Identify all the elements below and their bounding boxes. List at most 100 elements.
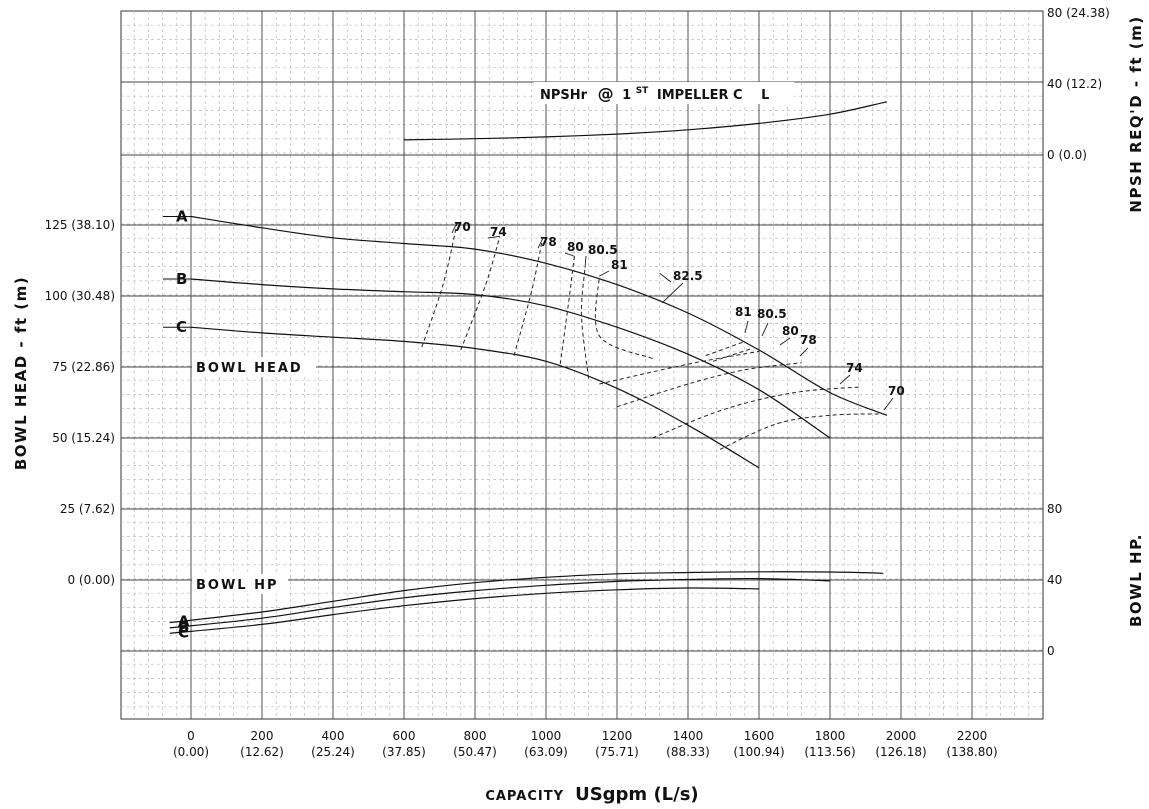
x-tick-label: 2000 — [886, 729, 917, 743]
hp-tick-label: 40 — [1047, 573, 1062, 587]
hp-tick-label: 0 — [1047, 644, 1055, 658]
efficiency-contour-left — [580, 267, 590, 379]
efficiency-contour-left — [559, 256, 575, 365]
npsh-title-cl: L — [761, 88, 769, 103]
npsh-title: NPSHr @ 1 ST IMPELLER C L — [540, 82, 769, 103]
efficiency-leader — [537, 238, 543, 249]
hp-curve-c — [169, 587, 760, 634]
efficiency-leader — [799, 347, 809, 357]
head-tick-label: 125 (38.10) — [45, 218, 115, 232]
hp-curve-b — [169, 577, 831, 629]
x-tick-sub-label: (113.56) — [804, 745, 855, 759]
efficiency-contour-left — [421, 222, 458, 348]
efficiency-label-right: 70 — [888, 384, 905, 398]
bowl-head-label-bg — [192, 357, 316, 377]
hp-curve-label-b: B — [178, 618, 189, 636]
efficiency-contour-right — [712, 348, 753, 362]
efficiency-leader — [661, 282, 684, 304]
x-tick-sub-label: (138.80) — [946, 745, 997, 759]
hp-curve-label-a: A — [178, 613, 190, 631]
efficiency-label-left: 78 — [540, 235, 557, 249]
x-axis-title: CAPACITY USgpm (L/s) — [485, 784, 698, 805]
head-curve-c — [190, 326, 760, 469]
efficiency-leader — [487, 235, 500, 239]
npsh-curve — [403, 101, 887, 141]
efficiency-leader — [779, 337, 791, 346]
x-axis-title-small: CAPACITY — [485, 789, 564, 804]
x-tick-sub-label: (75.71) — [595, 745, 639, 759]
x-tick-sub-label: (88.33) — [666, 745, 710, 759]
head-curve-label-c: C — [176, 318, 187, 336]
hp-tick-label: 80 — [1047, 502, 1062, 516]
bowl-hp-label-bg — [192, 574, 288, 594]
head-tick-label: 0 (0.00) — [67, 573, 115, 587]
x-tick-sub-label: (63.09) — [524, 745, 568, 759]
npsh-title-prefix: NPSHr — [540, 88, 588, 103]
chart-curves — [163, 101, 894, 634]
x-tick-label: 1800 — [815, 729, 846, 743]
head-tick-label: 75 (22.86) — [52, 360, 115, 374]
efficiency-label-left: 81 — [611, 258, 628, 272]
efficiency-leader — [659, 272, 672, 283]
x-tick-label: 1000 — [531, 729, 562, 743]
x-tick-label: 1600 — [744, 729, 775, 743]
x-tick-label: 1200 — [602, 729, 633, 743]
efficiency-contour-right — [705, 340, 745, 357]
x-tick-sub-label: (12.62) — [240, 745, 284, 759]
x-tick-sub-label: (37.85) — [382, 745, 426, 759]
x-tick-sub-label: (100.94) — [733, 745, 784, 759]
efficiency-leader — [451, 221, 458, 234]
npsh-title-st: ST — [636, 86, 649, 96]
head-tick-label: 100 (30.48) — [45, 289, 115, 303]
x-axis-title-large: USgpm (L/s) — [575, 784, 699, 805]
left-axis-title: BOWL HEAD - ft (m) — [12, 276, 30, 470]
efficiency-label-left: 70 — [454, 220, 471, 234]
npsh-title-at: @ — [598, 84, 614, 103]
x-tick-sub-label: (50.47) — [453, 745, 497, 759]
chart-labels: BOWL HEAD - ft (m) NPSH REQ'D - ft (m) B… — [12, 6, 1145, 805]
head-curve-a — [190, 215, 888, 416]
x-tick-label: 1400 — [673, 729, 704, 743]
efficiency-label-right: 78 — [800, 333, 817, 347]
bowl-hp-label: BOWL HP — [196, 578, 279, 593]
npsh-title-impeller: IMPELLER C — [657, 88, 743, 103]
head-tick-label: 25 (7.62) — [60, 502, 115, 516]
efficiency-label-left: 74 — [490, 225, 507, 239]
efficiency-leader — [744, 320, 749, 334]
x-tick-label: 2200 — [957, 729, 988, 743]
npsh-tick-label: 80 (24.38) — [1047, 6, 1110, 20]
x-tick-label: 0 — [187, 729, 195, 743]
efficiency-label-left: 82.5 — [673, 269, 703, 283]
npsh-title-bg — [534, 82, 794, 104]
efficiency-contour-left — [460, 236, 501, 351]
x-tick-sub-label: (0.00) — [173, 745, 209, 759]
npsh-title-one: 1 — [622, 88, 631, 103]
efficiency-leader — [599, 270, 610, 277]
efficiency-label-right: 74 — [846, 361, 863, 375]
x-tick-sub-label: (25.24) — [311, 745, 355, 759]
efficiency-leader — [839, 374, 851, 385]
x-tick-label: 600 — [393, 729, 416, 743]
npsh-tick-label: 40 (12.2) — [1047, 77, 1102, 91]
efficiency-leader — [564, 252, 575, 257]
head-curve-label-b: B — [176, 270, 187, 288]
bowl-head-label: BOWL HEAD — [196, 361, 303, 376]
efficiency-leader — [761, 322, 769, 337]
efficiency-label-left: 80 — [567, 240, 584, 254]
efficiency-contour-right — [652, 386, 862, 439]
efficiency-label-right: 80.5 — [757, 307, 787, 321]
hp-curve-label-c: C — [178, 623, 189, 641]
x-tick-sub-label: (126.18) — [875, 745, 926, 759]
hp-curve-a — [169, 571, 884, 624]
head-curve-b — [190, 278, 831, 439]
efficiency-label-right: 81 — [735, 305, 752, 319]
efficiency-contour-left — [513, 239, 543, 356]
efficiency-leader — [584, 255, 587, 268]
x-tick-label: 800 — [464, 729, 487, 743]
efficiency-contour-right — [616, 362, 802, 408]
efficiency-label-right: 80 — [782, 324, 799, 338]
efficiency-contour-left — [594, 276, 653, 359]
head-tick-label: 50 (15.24) — [52, 431, 115, 445]
efficiency-leader — [883, 397, 894, 411]
